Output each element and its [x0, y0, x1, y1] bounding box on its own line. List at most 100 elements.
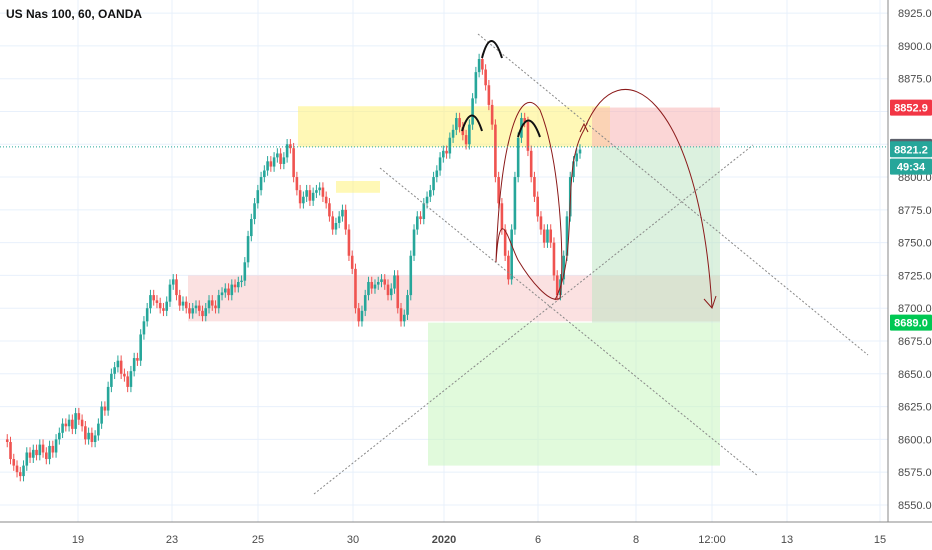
candle-body [415, 216, 419, 230]
y-tick-label: 8575.0 [898, 467, 932, 479]
candle-body [526, 121, 530, 151]
y-tick-label: 8550.0 [898, 500, 932, 512]
zones [188, 106, 720, 466]
y-tick-label: 8725.0 [898, 270, 932, 282]
candle-body [406, 295, 409, 315]
candle-body [250, 219, 253, 237]
trendline-middle[interactable] [379, 167, 759, 477]
candle-body [246, 236, 250, 263]
candle-body [12, 459, 16, 466]
candle-body [565, 216, 569, 256]
candle-body [178, 295, 182, 306]
zone-target [428, 322, 720, 466]
x-tick-label: 8 [633, 534, 639, 546]
candle-body [458, 118, 461, 128]
candle-body [305, 190, 308, 197]
candle-body [552, 242, 556, 276]
candle-body [578, 149, 582, 154]
candle-body [412, 229, 416, 256]
candle-body [487, 85, 491, 105]
candle-body [533, 177, 536, 197]
price-badge [890, 99, 932, 116]
candle-body [100, 406, 103, 424]
y-tick-label: 8675.0 [898, 336, 932, 348]
candle-body [373, 284, 377, 289]
candle-body [523, 118, 526, 122]
candle-body [490, 104, 494, 125]
candle-body [370, 281, 374, 289]
candle-body [171, 279, 175, 285]
candle-body [58, 432, 61, 440]
x-tick-label: 30 [347, 534, 359, 546]
candle-body [376, 281, 380, 285]
candle-body [484, 69, 487, 86]
candle-body [175, 279, 178, 296]
candle-body [468, 124, 471, 145]
candle-body [54, 439, 58, 453]
candle-body [31, 449, 35, 458]
candle-body [442, 150, 445, 158]
candle-body [214, 305, 217, 309]
price-badge [890, 141, 932, 158]
candle-body [15, 465, 19, 473]
candle-body [481, 59, 484, 70]
candle-body [555, 275, 559, 296]
price-badge-label: 8852.9 [894, 103, 928, 115]
candle-body [28, 452, 32, 458]
trendline-upper[interactable] [477, 33, 869, 356]
candle-body [328, 203, 331, 217]
x-tick-label: 19 [72, 534, 84, 546]
candle-body [546, 229, 549, 243]
candle-body [90, 432, 94, 442]
candle-body [168, 284, 172, 302]
candle-body [324, 196, 328, 204]
candle-body [48, 445, 51, 460]
candle-body [389, 288, 393, 296]
candle-body [494, 124, 497, 178]
candle-body [106, 386, 110, 411]
candle-body [197, 305, 201, 311]
candle-body [380, 279, 383, 282]
candle-body [383, 279, 387, 285]
candle-body [204, 308, 208, 317]
candle-body [263, 170, 266, 178]
price-badge-label: 8821.2 [894, 144, 928, 156]
candle-body [289, 144, 292, 149]
candle-body [435, 170, 439, 178]
candle-body [87, 432, 90, 440]
candle-body [113, 367, 116, 374]
candle-body [334, 222, 338, 230]
candle-body [562, 255, 566, 280]
candle-body [500, 203, 504, 230]
candle-body [311, 192, 315, 201]
candle-body [184, 301, 188, 309]
candle-body [269, 161, 273, 167]
candle-body [93, 435, 97, 442]
candle-body [409, 255, 413, 296]
trendline-rising[interactable] [313, 144, 754, 495]
projection-curve [554, 89, 713, 309]
candle-body [67, 419, 71, 427]
candle-body [35, 449, 38, 456]
candle-body [402, 314, 406, 322]
candle-body [572, 161, 575, 178]
x-tick-label: 25 [252, 534, 264, 546]
candle-body [513, 177, 517, 230]
candle-body [279, 153, 282, 164]
candle-body [77, 413, 81, 420]
drawings [313, 33, 869, 495]
x-tick-label: 15 [874, 534, 886, 546]
candle-body [445, 150, 448, 154]
candle-body [438, 157, 442, 171]
candle-body [61, 423, 64, 433]
candle-body [455, 118, 458, 130]
candle-body [230, 284, 234, 296]
zone-short-profit [592, 146, 720, 323]
candle-body [350, 255, 354, 269]
candle-body [536, 196, 539, 217]
candle-body [464, 135, 468, 145]
candle-body [477, 59, 481, 73]
y-tick-label: 8875.0 [898, 74, 932, 86]
